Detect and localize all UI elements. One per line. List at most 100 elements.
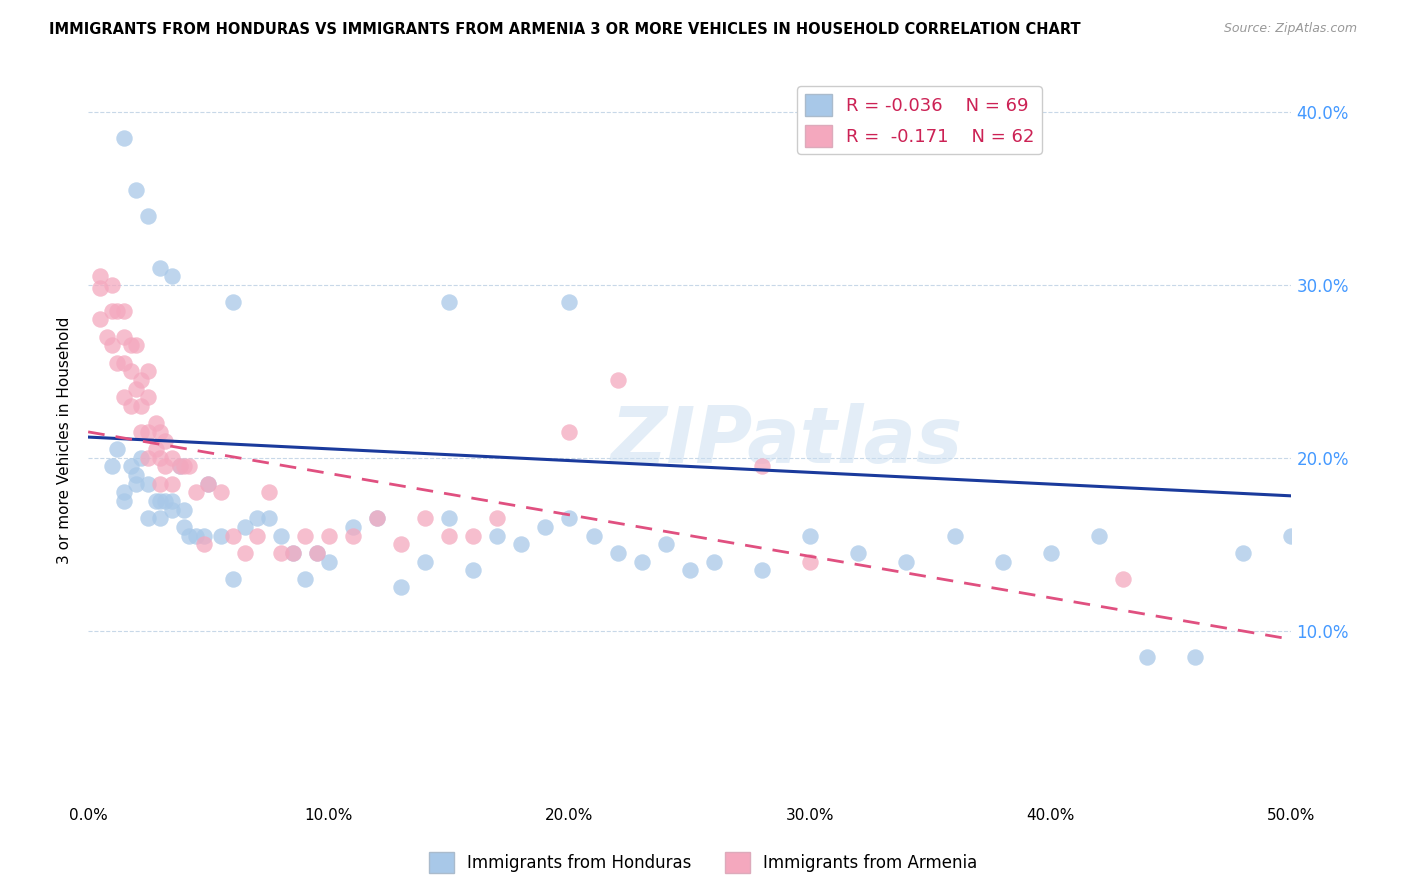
Point	[305, 546, 328, 560]
Point	[125, 183, 148, 197]
Point	[305, 546, 328, 560]
Point	[96, 330, 118, 344]
Point	[1184, 649, 1206, 664]
Point	[173, 459, 195, 474]
Point	[486, 528, 509, 542]
Point	[413, 555, 436, 569]
Point	[121, 364, 143, 378]
Legend: R = -0.036    N = 69, R =  -0.171    N = 62: R = -0.036 N = 69, R = -0.171 N = 62	[797, 87, 1042, 154]
Point	[294, 572, 316, 586]
Point	[112, 330, 135, 344]
Point	[89, 312, 111, 326]
Point	[437, 528, 460, 542]
Point	[136, 209, 159, 223]
Point	[153, 494, 176, 508]
Text: ZIPatlas: ZIPatlas	[610, 402, 962, 478]
Point	[197, 476, 219, 491]
Point	[145, 442, 167, 457]
Point	[125, 468, 148, 483]
Point	[112, 485, 135, 500]
Point	[105, 442, 128, 457]
Point	[125, 338, 148, 352]
Point	[558, 511, 581, 525]
Point	[366, 511, 388, 525]
Point	[186, 528, 208, 542]
Point	[136, 450, 159, 465]
Point	[149, 260, 172, 275]
Point	[136, 390, 159, 404]
Point	[101, 338, 124, 352]
Point	[105, 303, 128, 318]
Point	[169, 459, 191, 474]
Point	[991, 555, 1014, 569]
Point	[281, 546, 304, 560]
Point	[510, 537, 533, 551]
Point	[129, 425, 152, 439]
Point	[112, 303, 135, 318]
Point	[413, 511, 436, 525]
Point	[679, 563, 702, 577]
Point	[389, 581, 412, 595]
Point	[129, 373, 152, 387]
Point	[654, 537, 676, 551]
Point	[112, 494, 135, 508]
Point	[112, 390, 135, 404]
Point	[270, 546, 292, 560]
Point	[121, 459, 143, 474]
Point	[1281, 528, 1303, 542]
Point	[136, 476, 159, 491]
Point	[105, 356, 128, 370]
Point	[799, 555, 821, 569]
Y-axis label: 3 or more Vehicles in Household: 3 or more Vehicles in Household	[58, 317, 72, 565]
Point	[179, 459, 201, 474]
Point	[193, 528, 215, 542]
Point	[179, 528, 201, 542]
Point	[169, 459, 191, 474]
Point	[703, 555, 725, 569]
Point	[221, 295, 243, 310]
Point	[366, 511, 388, 525]
Text: IMMIGRANTS FROM HONDURAS VS IMMIGRANTS FROM ARMENIA 3 OR MORE VEHICLES IN HOUSEH: IMMIGRANTS FROM HONDURAS VS IMMIGRANTS F…	[49, 22, 1081, 37]
Point	[101, 303, 124, 318]
Point	[257, 511, 280, 525]
Point	[153, 459, 176, 474]
Point	[606, 546, 628, 560]
Point	[129, 450, 152, 465]
Point	[342, 528, 364, 542]
Point	[125, 382, 148, 396]
Point	[558, 425, 581, 439]
Point	[318, 555, 340, 569]
Point	[145, 494, 167, 508]
Point	[342, 520, 364, 534]
Point	[751, 563, 773, 577]
Point	[233, 546, 256, 560]
Point	[112, 356, 135, 370]
Point	[799, 528, 821, 542]
Point	[129, 399, 152, 413]
Point	[149, 511, 172, 525]
Point	[233, 520, 256, 534]
Text: Source: ZipAtlas.com: Source: ZipAtlas.com	[1223, 22, 1357, 36]
Point	[136, 511, 159, 525]
Point	[1232, 546, 1254, 560]
Point	[149, 476, 172, 491]
Point	[463, 528, 485, 542]
Point	[89, 281, 111, 295]
Point	[136, 364, 159, 378]
Point	[437, 511, 460, 525]
Point	[1136, 649, 1159, 664]
Point	[162, 269, 184, 284]
Point	[221, 528, 243, 542]
Point	[1112, 572, 1135, 586]
Point	[112, 131, 135, 145]
Point	[162, 476, 184, 491]
Point	[149, 494, 172, 508]
Point	[294, 528, 316, 542]
Point	[221, 572, 243, 586]
Point	[193, 537, 215, 551]
Point	[89, 269, 111, 284]
Point	[145, 416, 167, 430]
Point	[162, 494, 184, 508]
Point	[943, 528, 966, 542]
Point	[751, 459, 773, 474]
